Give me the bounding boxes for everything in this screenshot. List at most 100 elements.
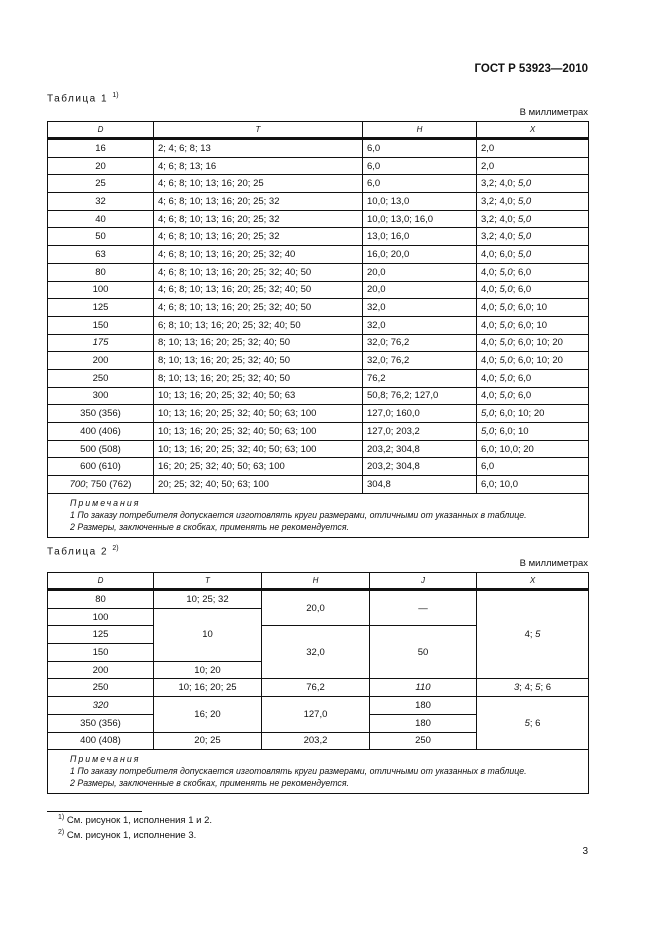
table2-units: В миллиметрах <box>519 558 588 569</box>
cell-t: 4; 6; 8; 10; 13; 16; 20; 25; 32; 40; 50 <box>153 262 363 282</box>
cell-x: 5; 6 <box>476 696 589 751</box>
cell-italic-text: 5,0 <box>517 231 532 243</box>
cell-x: 4,0; 5,0; 6,0 <box>476 280 589 300</box>
cell-text: 4,0; <box>481 266 500 278</box>
cell-d: 100 <box>47 280 154 300</box>
cell-x: 3,2; 4,0; 5,0 <box>476 174 589 194</box>
table1-header-x: X <box>476 121 589 140</box>
table-row: 320 16; 20 127,0 180 5; 6 <box>47 696 589 751</box>
cell-d: 500 (508) <box>47 439 154 459</box>
table2-note-1: 1 По заказу потребителя допускается изго… <box>70 766 527 777</box>
cell-d: 80 <box>47 589 154 609</box>
cell-text: ; 6,0; 10; 20 <box>494 408 545 420</box>
cell-t: 4; 6; 8; 10; 13; 16; 20; 25; 32 <box>153 192 363 211</box>
cell-text: 32,0 <box>367 319 386 331</box>
cell-text: 304,8 <box>367 478 391 490</box>
cell-text: 16; 20; 25; 32; 40; 50; 63; 100 <box>158 461 285 473</box>
cell-h: 10,0; 13,0; 16,0 <box>362 209 477 229</box>
cell-text: 32,0; 76,2 <box>367 337 410 349</box>
cell-d: 400 (408) <box>47 731 154 751</box>
cell-italic-text: 5,0 <box>517 178 532 190</box>
cell-t: 10; 13; 16; 20; 25; 32; 40; 50; 63; 100 <box>153 439 363 459</box>
table2-notes: Примечания 1 По заказу потребителя допус… <box>47 749 589 795</box>
cell-text: 250 <box>92 372 109 384</box>
cell-text: 6; 8; 10; 13; 16; 20; 25; 32; 40; 50 <box>158 319 301 331</box>
cell-text: 3,2; 4,0; <box>481 231 518 243</box>
table2-header-x: X <box>476 572 589 591</box>
table-row: 250 10; 16; 20; 25 76,2 110 3; 4; 5; 6 <box>47 678 589 698</box>
cell-text: 10; 13; 16; 20; 25; 32; 40; 50; 63; 100 <box>158 443 317 455</box>
footnote-ref: 2) <box>58 829 65 836</box>
cell-t: 10; 20 <box>153 660 262 680</box>
footnote-text: См. рисунок 1, исполнение 3. <box>64 830 197 842</box>
table2-header-j: J <box>369 572 477 591</box>
cell-text: 6,0 <box>367 160 381 172</box>
cell-d: 16 <box>47 138 154 158</box>
table-row: 80 4; 6; 8; 10; 13; 16; 20; 25; 32; 40; 5… <box>47 262 589 282</box>
table-row: 150 6; 8; 10; 13; 16; 20; 25; 32; 40; 50 3… <box>47 315 589 335</box>
table2-header-t: T <box>153 572 262 591</box>
table1-note-1: 1 По заказу потребителя допускается изго… <box>70 509 527 520</box>
cell-text: ; 6,0; 10; 20 <box>512 337 563 349</box>
cell-text: 32,0; 76,2 <box>367 355 410 367</box>
cell-italic-text: 5,0 <box>499 284 513 296</box>
cell-j: 50 <box>369 625 477 680</box>
cell-text: 6,0; 10,0 <box>481 478 518 490</box>
cell-d-italic: 320 <box>92 699 109 711</box>
cell-h: 6,0 <box>362 138 477 158</box>
cell-text: 6,0; 10,0; 20 <box>481 443 534 455</box>
cell-text: 4,0; <box>481 372 500 384</box>
cell-t: 10; 13; 16; 20; 25; 32; 40; 50; 63; 100 <box>153 404 363 423</box>
cell-x-text: 4; <box>524 629 536 641</box>
cell-t: 4; 6; 8; 10; 13; 16; 20; 25; 32 <box>153 209 363 229</box>
cell-d: 80 <box>47 262 154 282</box>
table2-caption-text: Таблица 2 <box>47 546 109 558</box>
table-row: 100 10 <box>47 607 589 662</box>
cell-text: 350 (356) <box>80 408 121 420</box>
cell-t: 4; 6; 8; 13; 16 <box>153 156 363 176</box>
cell-text: 76,2 <box>367 372 386 384</box>
cell-text: 4,0; <box>481 284 500 296</box>
cell-t: 4; 6; 8; 10; 13; 16; 20; 25; 32; 40 <box>153 245 363 264</box>
table2: D T H J X 80 10; 25; 32 20,0 — 4; 5 100 … <box>47 572 589 795</box>
cell-d: 150 <box>47 643 154 662</box>
cell-x-text: ; 6 <box>529 717 541 729</box>
cell-text: 2,0 <box>481 142 495 154</box>
cell-d: 150 <box>47 315 154 335</box>
cell-d: 40 <box>47 209 154 229</box>
cell-text: 4; 6; 8; 10; 13; 16; 20; 25; 32; 40 <box>158 248 296 260</box>
table-row: 350 (356) 10; 13; 16; 20; 25; 32; 40; 50;… <box>47 404 589 423</box>
cell-d: 200 <box>47 660 154 680</box>
cell-d: 700; 750 (762) <box>47 475 154 494</box>
cell-italic-text: 5,0 <box>499 302 513 314</box>
cell-text: ; 6,0 <box>512 284 532 296</box>
cell-t: 10; 16; 20; 25 <box>153 678 262 698</box>
cell-text: 150 <box>92 319 109 331</box>
table1-header-d: D <box>47 121 154 140</box>
cell-t: 8; 10; 13; 16; 20; 25; 32; 40; 50 <box>153 333 363 353</box>
table1-caption-text: Таблица 1 <box>47 93 109 105</box>
cell-x: 4,0; 5,0; 6,0; 10; 20 <box>476 351 589 370</box>
cell-t: 2; 4; 6; 8; 13 <box>153 138 363 158</box>
cell-d: 320 <box>47 696 154 715</box>
cell-x-italic: 5 <box>535 682 541 694</box>
cell-text: 10,0; 13,0; 16,0 <box>367 213 434 225</box>
footnote-1: 1) См. рисунок 1, исполнения 1 и 2. <box>58 814 212 826</box>
cell-italic-text: 5,0 <box>499 337 513 349</box>
cell-text: 16,0; 20,0 <box>367 248 410 260</box>
table1-units: В миллиметрах <box>519 107 588 118</box>
cell-text: 500 (508) <box>80 443 121 455</box>
cell-d: 250 <box>47 678 154 698</box>
cell-text: ; 6,0 <box>512 390 532 402</box>
cell-x: 4,0; 5,0; 6,0; 10 <box>476 298 589 317</box>
cell-t: 16; 20; 25; 32; 40; 50; 63; 100 <box>153 457 363 477</box>
cell-text: 4,0; <box>481 337 500 349</box>
cell-text: 203,2; 304,8 <box>367 443 420 455</box>
cell-text: ; 6,0; 10 <box>512 302 548 314</box>
table1-header-t: T <box>153 121 363 140</box>
cell-x-italic: 5 <box>524 717 530 729</box>
document-id: ГОСТ Р 53923—2010 <box>474 63 588 75</box>
table1-notes-title: Примечания <box>70 497 141 508</box>
cell-text: 4; 6; 8; 10; 13; 16; 20; 25; 32; 40; 50 <box>158 284 312 296</box>
cell-x: 4; 5 <box>476 588 589 680</box>
